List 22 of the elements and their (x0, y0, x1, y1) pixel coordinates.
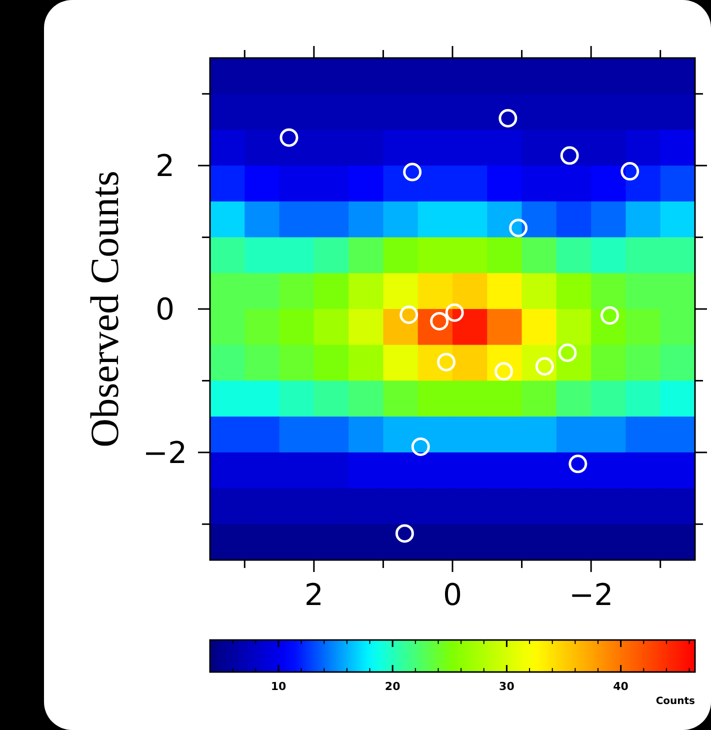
color-bar-title: Counts (656, 696, 696, 707)
color-bar-label: 10 (270, 680, 286, 693)
point (509, 218, 528, 238)
color-bar-label: 30 (499, 680, 515, 693)
point (400, 305, 418, 324)
x-tick-label: −2 (568, 578, 614, 613)
point (620, 162, 640, 181)
point (437, 352, 456, 372)
x-tick-label: 2 (304, 578, 324, 613)
x-tick-label: 0 (442, 578, 462, 613)
y-axis-title: Observed Counts (82, 170, 127, 448)
y-tick-label: −2 (142, 436, 188, 471)
y-tick-label: 0 (155, 292, 175, 328)
point (600, 306, 620, 325)
y-tick-label: 2 (155, 149, 175, 184)
color-bar-label: 20 (384, 680, 401, 693)
color-bar-label: 40 (613, 680, 629, 693)
point (280, 128, 298, 147)
point (558, 343, 577, 362)
point (403, 162, 422, 182)
point (445, 303, 464, 322)
point (411, 437, 430, 456)
